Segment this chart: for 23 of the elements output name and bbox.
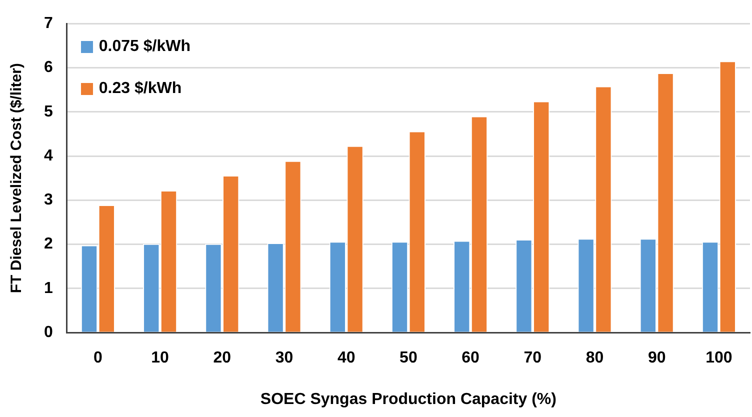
x-tick-label: 10: [151, 350, 170, 367]
x-axis-title: SOEC Syngas Production Capacity (%): [260, 390, 556, 408]
y-tick-label: 7: [44, 15, 53, 32]
x-tick-label: 40: [337, 350, 356, 367]
x-tick-label: 80: [586, 350, 604, 367]
y-axis-title: FT Diesel Levelized Cost ($/liter): [8, 63, 26, 294]
x-tick-label: 70: [524, 350, 542, 367]
y-tick-label: 6: [44, 59, 53, 76]
y-tick-label: 4: [44, 147, 53, 164]
y-tick-label: 2: [44, 236, 53, 253]
y-tick-label: 0: [44, 324, 53, 342]
y-tick-label: 1: [44, 280, 53, 297]
x-tick-label: 50: [400, 350, 418, 367]
y-tick-label: 3: [44, 192, 53, 209]
y-tick-label: 5: [44, 103, 53, 120]
x-tick-label: 60: [462, 350, 480, 367]
legend-label: 0.075 $/kWh: [98, 38, 190, 56]
x-tick-label: 100: [706, 350, 732, 367]
x-tick-label: 0: [93, 350, 102, 367]
x-tick-label: 90: [648, 350, 666, 367]
x-tick-label: 30: [275, 350, 294, 367]
x-tick-label: 20: [213, 350, 232, 367]
legend-label: 0.23 $/kWh: [98, 80, 182, 98]
